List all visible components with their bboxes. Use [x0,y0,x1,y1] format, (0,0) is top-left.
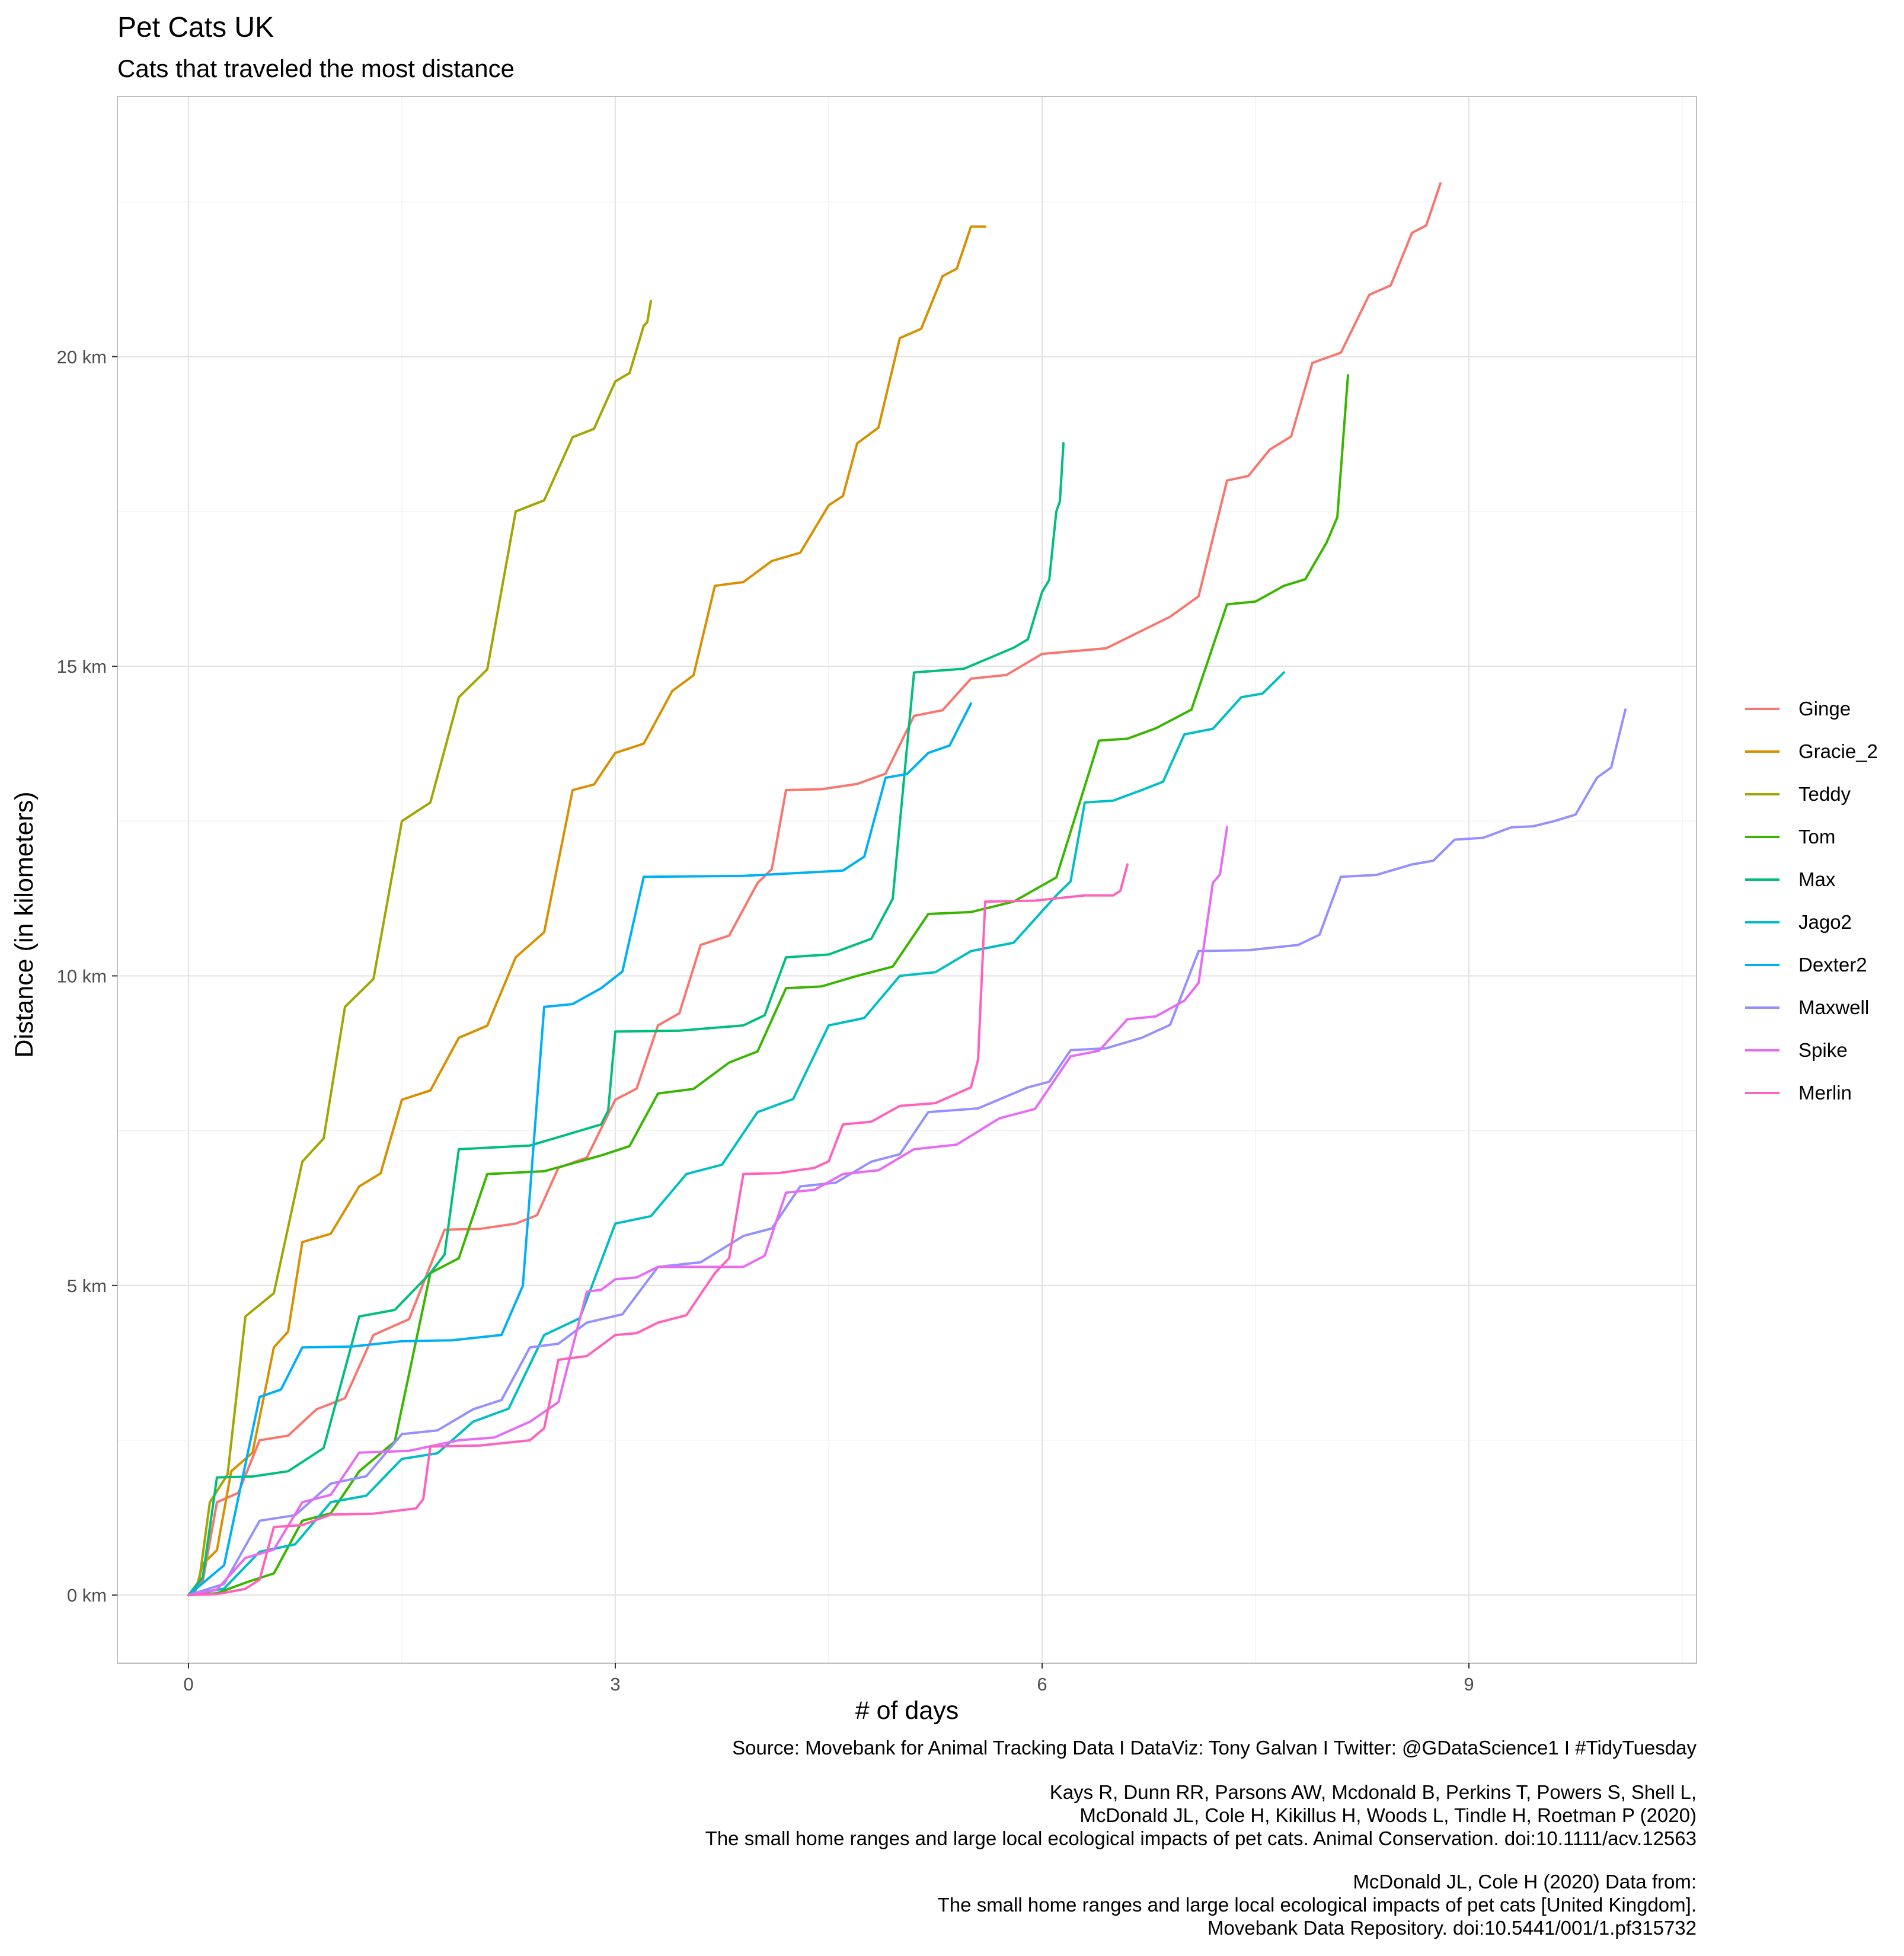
caption-data-line-3: Movebank Data Repository. doi:10.5441/00… [1207,1917,1697,1939]
y-tick-label: 0 km [67,1585,107,1606]
x-tick-label: 9 [1464,1674,1474,1695]
legend-label-jago2: Jago2 [1798,911,1852,933]
x-axis-title: # of days [855,1696,959,1725]
legend-label-ginge: Ginge [1798,698,1851,720]
series-line-ginge [187,182,1442,1597]
caption-citation-line-2: McDonald JL, Cole H, Kikillus H, Woods L… [1079,1804,1697,1826]
series-line-teddy [187,299,652,1597]
legend-label-spike: Spike [1798,1039,1848,1061]
series-line-maxwell [187,708,1627,1597]
series-line-spike [187,826,1228,1597]
legend-label-tom: Tom [1798,826,1835,848]
caption-data-line-1: McDonald JL, Cole H (2020) Data from: [1353,1871,1697,1893]
legend-label-merlin: Merlin [1798,1082,1852,1104]
legend-label-teddy: Teddy [1798,783,1851,805]
legend-label-max: Max [1798,868,1836,890]
series-line-gracie-2 [187,225,986,1597]
x-tick-label: 0 [183,1674,193,1695]
series-lines [187,182,1627,1597]
axis-ticks: 0 3 6 9 0 km 5 km 10 km 15 km 20 km [57,347,1474,1695]
caption-data-line-2: The small home ranges and large local ec… [938,1894,1697,1916]
x-tick-label: 3 [610,1674,620,1695]
grid [117,97,1697,1663]
caption-source: Source: Movebank for Animal Tracking Dat… [732,1737,1697,1759]
series-line-max [187,442,1065,1597]
caption-citation-line-1: Kays R, Dunn RR, Parsons AW, Mcdonald B,… [1050,1781,1697,1803]
y-tick-label: 15 km [57,656,107,677]
chart-subtitle: Cats that traveled the most distance [117,55,515,82]
series-line-tom [187,374,1349,1597]
y-axis-title: Distance (in kilometers) [10,791,39,1057]
chart-title: Pet Cats UK [117,12,274,43]
y-tick-label: 20 km [57,347,107,367]
x-tick-label: 6 [1037,1674,1047,1695]
caption-citation-line-3: The small home ranges and large local ec… [705,1827,1697,1849]
legend-label-gracie-2: Gracie_2 [1798,740,1878,762]
series-line-jago2 [187,671,1285,1597]
y-tick-label: 10 km [57,966,107,986]
legend: Ginge Gracie_2 Teddy Tom Max Jago2 Dexter2 Maxw… [1745,698,1878,1104]
y-tick-label: 5 km [67,1276,107,1296]
caption: Source: Movebank for Animal Tracking Dat… [705,1737,1697,1939]
series-line-merlin [187,863,1129,1597]
series-line-dexter2 [187,702,972,1597]
plot-panel [117,96,1697,1664]
legend-label-maxwell: Maxwell [1798,996,1869,1018]
legend-label-dexter2: Dexter2 [1798,954,1867,976]
